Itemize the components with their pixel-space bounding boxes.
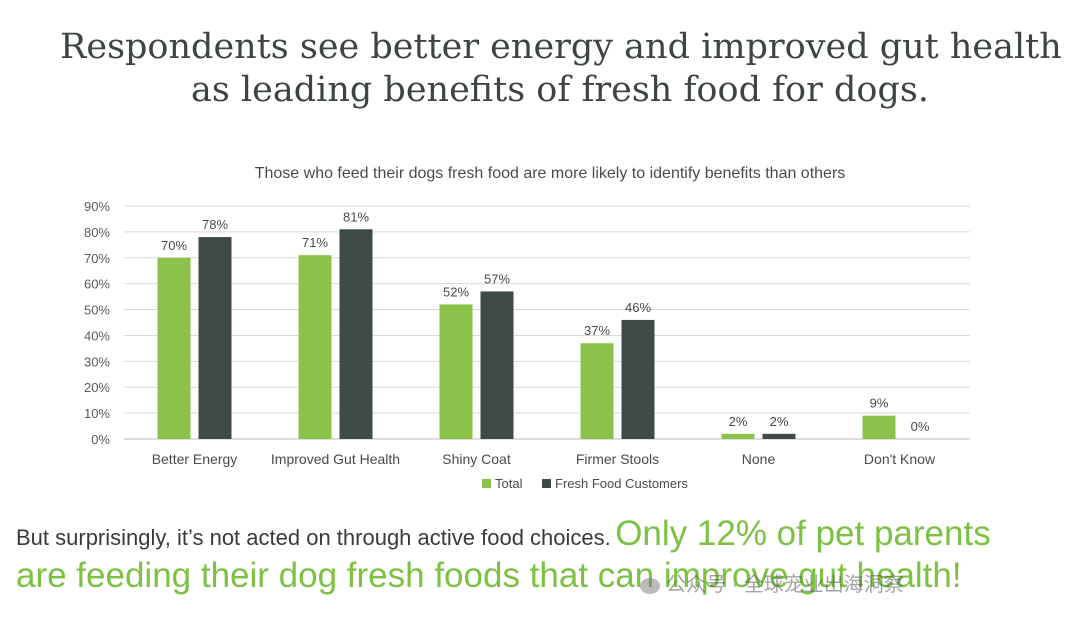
data-label: 37% (584, 323, 610, 338)
x-tick-label: Improved Gut Health (271, 451, 400, 467)
bar-total (580, 343, 614, 439)
data-label: 46% (625, 300, 651, 315)
x-axis: Better Energy Improved Gut Health Shiny Co… (152, 451, 936, 467)
bar-total (721, 433, 755, 439)
y-tick-label: 90% (84, 199, 110, 214)
legend-label: Fresh Food Customers (555, 476, 688, 491)
y-tick-label: 40% (84, 328, 110, 343)
callout-plain-text: But surprisingly, it’s not acted on thro… (16, 525, 611, 550)
watermark-text: 公众号 · 全球宠业出海洞察 (666, 574, 904, 596)
y-tick-label: 50% (84, 303, 110, 318)
data-label: 2% (729, 414, 748, 429)
bar-total (298, 255, 332, 439)
bar-chart: Those who feed their dogs fresh food are… (84, 165, 970, 491)
bar-fresh-food-customers (621, 319, 655, 439)
y-tick-label: 30% (84, 354, 110, 369)
data-label: 0% (911, 419, 930, 434)
bottom-callout: But surprisingly, it’s not acted on thro… (16, 514, 1066, 596)
headline: Respondents see better energy and improv… (60, 26, 1062, 112)
bars: 70% 78% 71% 81% 52% 57% 37% 46% 2% 2% 9% 0% (157, 209, 930, 439)
headline-line-2: as leading benefits of fresh food for do… (191, 70, 929, 110)
legend-swatch (482, 479, 491, 488)
x-tick-label: Firmer Stools (576, 451, 659, 467)
y-axis: 0% 10% 20% 30% 40% 50% 60% 70% 80% 90% (84, 199, 110, 447)
legend-label: Total (495, 476, 523, 491)
y-tick-label: 20% (84, 380, 110, 395)
data-label: 81% (343, 209, 369, 224)
data-label: 2% (770, 414, 789, 429)
y-tick-label: 10% (84, 406, 110, 421)
bar-fresh-food-customers (480, 291, 514, 439)
x-tick-label: Don't Know (864, 451, 936, 467)
chart-title: Those who feed their dogs fresh food are… (255, 165, 846, 182)
gridlines (124, 205, 970, 440)
data-label: 78% (202, 217, 228, 232)
headline-line-1: Respondents see better energy and improv… (60, 27, 1062, 67)
bar-total (862, 415, 896, 439)
bar-total (157, 257, 191, 439)
legend-swatch (542, 479, 551, 488)
x-tick-label: Better Energy (152, 451, 238, 467)
legend: Total Fresh Food Customers (482, 476, 688, 491)
data-label: 9% (870, 396, 889, 411)
y-tick-label: 0% (91, 432, 110, 447)
bar-fresh-food-customers (762, 433, 796, 439)
data-label: 70% (161, 238, 187, 253)
bar-total (439, 304, 473, 439)
callout-highlight-1: Only 12% of pet parents (615, 514, 991, 553)
y-tick-label: 60% (84, 277, 110, 292)
data-label: 57% (484, 271, 510, 286)
wechat-logo-icon (640, 577, 660, 594)
bar-fresh-food-customers (339, 229, 373, 439)
callout-highlight-2: are feeding their dog fresh foods that c… (16, 556, 962, 595)
y-tick-label: 80% (84, 225, 110, 240)
x-tick-label: None (742, 451, 776, 467)
y-tick-label: 70% (84, 251, 110, 266)
data-label: 52% (443, 284, 469, 299)
bar-fresh-food-customers (198, 237, 232, 439)
data-label: 71% (302, 235, 328, 250)
x-tick-label: Shiny Coat (442, 451, 511, 467)
watermark: 公众号 · 全球宠业出海洞察 (640, 568, 904, 597)
